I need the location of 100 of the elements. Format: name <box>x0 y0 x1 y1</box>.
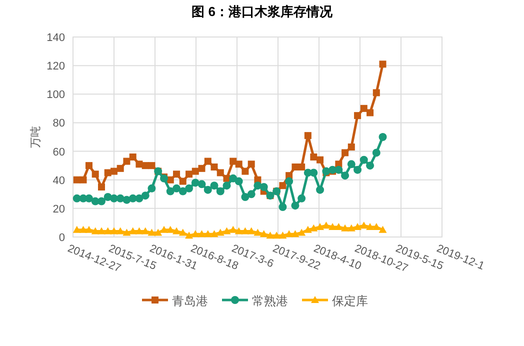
point <box>172 184 181 192</box>
y-tick-label: 0 <box>58 232 65 244</box>
point <box>298 228 306 236</box>
point <box>84 226 93 233</box>
point <box>116 227 124 234</box>
point <box>266 232 274 239</box>
point <box>334 223 343 230</box>
point <box>204 230 212 238</box>
point <box>372 148 380 157</box>
point <box>191 178 200 187</box>
point <box>360 156 368 164</box>
point <box>279 182 286 190</box>
point <box>123 158 130 165</box>
chart-title: 图 6：港口木浆库存情况 <box>192 4 334 19</box>
point <box>316 223 324 230</box>
point <box>116 164 124 172</box>
point <box>229 226 238 233</box>
legend-label: 常熟港 <box>252 294 288 308</box>
point <box>247 190 256 198</box>
y-tick-label: 100 <box>46 89 65 102</box>
point <box>254 228 262 236</box>
point <box>378 226 387 233</box>
point <box>310 154 318 160</box>
point <box>291 202 300 210</box>
point <box>186 170 193 178</box>
point <box>172 227 181 234</box>
point <box>222 227 231 234</box>
point <box>235 160 242 168</box>
point <box>242 168 249 175</box>
point <box>104 227 112 234</box>
point <box>148 184 156 192</box>
point <box>204 186 212 194</box>
point <box>354 166 362 174</box>
point <box>73 176 80 184</box>
point <box>198 164 206 172</box>
point <box>192 168 199 175</box>
point <box>241 193 250 201</box>
point <box>372 223 380 230</box>
point <box>366 223 374 230</box>
point <box>372 89 380 96</box>
point <box>141 192 150 200</box>
point <box>198 180 206 188</box>
point <box>135 194 144 202</box>
point <box>341 172 350 180</box>
point <box>278 232 287 239</box>
y-tick-label: 120 <box>46 60 65 73</box>
legend-label: 青岛港 <box>172 294 208 308</box>
point <box>80 176 87 184</box>
point <box>316 186 324 194</box>
y-tick-label: 80 <box>52 118 65 130</box>
point <box>272 232 281 239</box>
point <box>141 227 150 234</box>
point <box>173 170 180 178</box>
point <box>210 230 218 238</box>
point <box>148 228 156 236</box>
point <box>316 156 324 164</box>
point <box>98 184 105 190</box>
point <box>160 226 168 233</box>
point <box>166 226 174 233</box>
point <box>241 227 250 234</box>
point <box>260 183 268 191</box>
point <box>298 164 306 170</box>
point <box>230 158 237 165</box>
y-axis-title: 万吨 <box>29 126 42 148</box>
point <box>166 187 174 196</box>
point <box>72 226 81 233</box>
point <box>347 224 356 232</box>
point <box>122 228 131 236</box>
point <box>248 160 255 168</box>
y-tick-label: 140 <box>46 32 65 44</box>
y-tick-label: 40 <box>52 174 65 187</box>
point <box>136 160 143 168</box>
point <box>360 222 368 229</box>
point <box>366 109 374 116</box>
point <box>148 162 156 170</box>
point <box>216 228 224 236</box>
point <box>198 230 206 238</box>
point <box>234 227 243 234</box>
point <box>278 203 287 211</box>
point <box>92 170 99 178</box>
point <box>204 158 212 165</box>
point <box>216 187 224 196</box>
point <box>128 227 137 234</box>
point <box>85 162 92 170</box>
point <box>129 154 136 160</box>
legend-label: 保定库 <box>332 294 368 308</box>
point <box>210 164 218 170</box>
point <box>379 60 386 68</box>
point <box>298 194 306 202</box>
point <box>234 177 243 186</box>
point <box>322 222 330 229</box>
point <box>97 227 106 234</box>
point <box>191 230 200 238</box>
point <box>341 224 350 232</box>
y-tick-label: 20 <box>52 203 65 216</box>
point <box>260 230 268 238</box>
point <box>210 182 218 190</box>
point <box>354 112 362 120</box>
point <box>216 169 224 176</box>
point <box>110 168 118 175</box>
